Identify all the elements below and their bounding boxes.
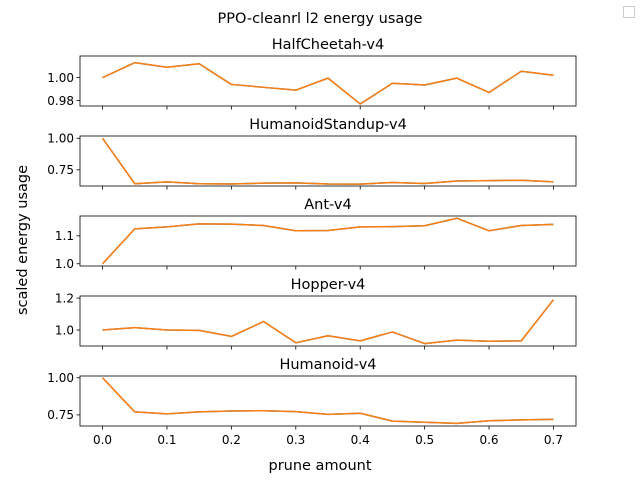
figure-title: PPO-cleanrl l2 energy usage bbox=[218, 11, 423, 27]
subplot-halfcheetah-v4: HalfCheetah-v4 0.98 1.00 bbox=[47, 37, 577, 110]
y-tick-label: 1.00 bbox=[47, 371, 74, 385]
axes-frame bbox=[79, 55, 577, 107]
y-tick-label: 1.0 bbox=[55, 323, 74, 337]
axes-frame bbox=[79, 135, 577, 187]
x-tick-label: 0.0 bbox=[93, 433, 112, 447]
subplot-humanoidstandup-v4: HumanoidStandup-v4 0.75 1.00 bbox=[47, 117, 577, 190]
y-tick-label: 1.00 bbox=[47, 71, 74, 85]
y-tick-label: 0.98 bbox=[47, 94, 74, 108]
subplot-hopper-v4: Hopper-v4 1.0 1.2 bbox=[55, 277, 577, 350]
subplots: HalfCheetah-v40.981.00HumanoidStandup-v4… bbox=[47, 37, 577, 447]
series-line-blue bbox=[101, 217, 554, 265]
y-tick-label: 0.75 bbox=[47, 408, 74, 422]
subplot-ant-v4: Ant-v4 1.0 1.1 bbox=[55, 197, 577, 271]
axes-frame bbox=[79, 375, 577, 427]
x-tick-label: 0.2 bbox=[222, 433, 241, 447]
x-tick-label: 0.7 bbox=[544, 433, 563, 447]
y-tick-label: 1.0 bbox=[55, 257, 74, 271]
subplot-title: HalfCheetah-v4 bbox=[272, 37, 385, 53]
axes-frame bbox=[79, 295, 577, 347]
y-tick-label: 0.75 bbox=[47, 163, 74, 177]
series-line-blue bbox=[102, 61, 554, 105]
legend-box bbox=[623, 6, 635, 18]
subplot-title: Hopper-v4 bbox=[291, 277, 366, 293]
series-line-orange bbox=[102, 299, 555, 345]
x-tick-label: 0.1 bbox=[157, 433, 176, 447]
series-line-blue bbox=[101, 137, 554, 185]
subplot-title: HumanoidStandup-v4 bbox=[249, 117, 407, 133]
y-tick-label: 1.1 bbox=[55, 229, 74, 243]
series-line-orange bbox=[102, 61, 554, 105]
series-line-orange bbox=[101, 137, 554, 185]
subplot-humanoid-v4: Humanoid-v4 0.75 1.00 0.0 0.1 0.2 0.3 0.4 0.5 0.6… bbox=[47, 357, 577, 447]
y-tick-label: 1.2 bbox=[55, 291, 74, 305]
series-line-orange bbox=[101, 217, 554, 265]
subplot-title: Humanoid-v4 bbox=[279, 357, 376, 373]
x-axis-label: prune amount bbox=[268, 458, 371, 474]
x-tick-label: 0.3 bbox=[286, 433, 305, 447]
axes-frame bbox=[79, 215, 577, 267]
series-line-orange bbox=[102, 377, 554, 425]
x-tick-label: 0.5 bbox=[415, 433, 434, 447]
x-tick-label: 0.4 bbox=[351, 433, 370, 447]
y-axis-label: scaled energy usage bbox=[15, 165, 31, 315]
series-line-blue bbox=[102, 377, 554, 425]
x-tick-label: 0.6 bbox=[479, 433, 498, 447]
y-tick-label: 1.00 bbox=[47, 132, 74, 146]
subplot-title: Ant-v4 bbox=[304, 197, 351, 213]
series-line-blue bbox=[102, 299, 555, 345]
